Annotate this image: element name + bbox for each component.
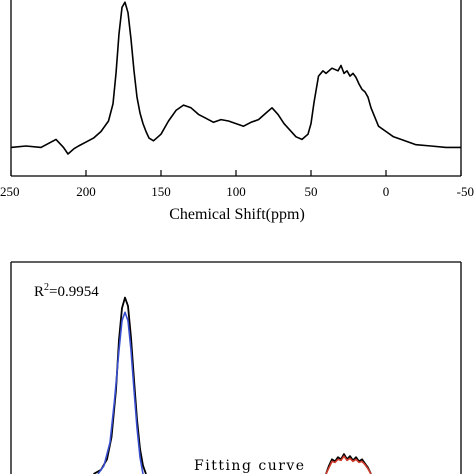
nmr-spectrum-line <box>10 1 461 155</box>
x-tick-label: 250 <box>0 184 20 199</box>
experimental-aliphatic-line <box>325 453 372 474</box>
fitting-curve-label: Fitting curve <box>194 458 306 474</box>
x-tick-label: 0 <box>383 184 390 199</box>
x-tick-label: 100 <box>226 184 246 199</box>
x-tick-label: 150 <box>151 184 171 199</box>
top-panel-x-tick-labels: 250 200 150 100 50 0 -50 <box>0 184 474 199</box>
x-tick-label: 50 <box>305 184 318 199</box>
top-panel: 250 200 150 100 50 0 -50 Chemical Shift(ppm) <box>0 0 474 223</box>
top-panel-x-ticks <box>10 170 462 176</box>
bottom-panel: R2=0.9954 Fitting curve <box>10 261 462 474</box>
x-tick-label: 200 <box>76 184 96 199</box>
bottom-panel-series <box>93 296 372 474</box>
fitted-peak-line <box>97 311 144 474</box>
x-tick-label: -50 <box>457 184 474 199</box>
experimental-peak-line <box>93 296 147 474</box>
fitted-aliphatic-line <box>325 455 372 474</box>
x-axis-title: Chemical Shift(ppm) <box>169 206 305 223</box>
r-squared-annotation: R2=0.9954 <box>34 282 99 300</box>
